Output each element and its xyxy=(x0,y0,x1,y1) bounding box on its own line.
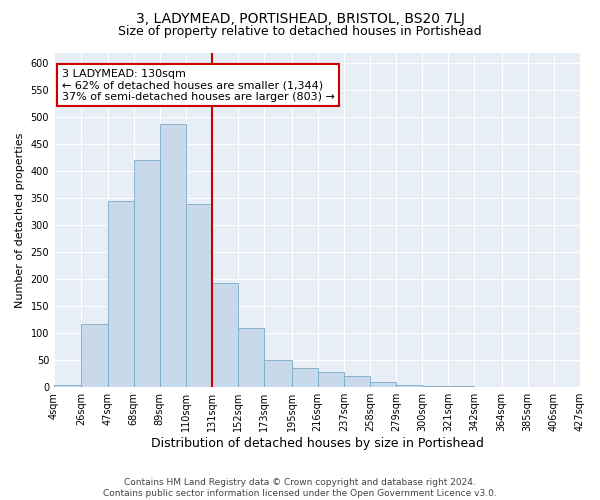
Text: Contains HM Land Registry data © Crown copyright and database right 2024.
Contai: Contains HM Land Registry data © Crown c… xyxy=(103,478,497,498)
Bar xyxy=(238,328,264,387)
Text: 3, LADYMEAD, PORTISHEAD, BRISTOL, BS20 7LJ: 3, LADYMEAD, PORTISHEAD, BRISTOL, BS20 7… xyxy=(136,12,464,26)
Text: 3 LADYMEAD: 130sqm
← 62% of detached houses are smaller (1,344)
37% of semi-deta: 3 LADYMEAD: 130sqm ← 62% of detached hou… xyxy=(62,68,334,102)
Bar xyxy=(317,372,344,387)
Bar xyxy=(134,160,160,387)
Bar xyxy=(370,382,396,387)
Bar xyxy=(344,376,370,387)
Bar xyxy=(475,386,502,387)
Bar xyxy=(160,124,186,387)
Bar xyxy=(292,368,317,387)
Bar xyxy=(82,324,107,387)
X-axis label: Distribution of detached houses by size in Portishead: Distribution of detached houses by size … xyxy=(151,437,484,450)
Bar xyxy=(54,384,82,387)
Bar xyxy=(107,201,134,387)
Bar xyxy=(422,386,448,387)
Bar xyxy=(502,386,528,387)
Bar xyxy=(554,386,580,387)
Y-axis label: Number of detached properties: Number of detached properties xyxy=(15,132,25,308)
Bar xyxy=(186,204,212,387)
Bar xyxy=(396,384,422,387)
Text: Size of property relative to detached houses in Portishead: Size of property relative to detached ho… xyxy=(118,25,482,38)
Bar xyxy=(264,360,292,387)
Bar xyxy=(528,386,554,387)
Bar xyxy=(448,386,475,387)
Bar xyxy=(212,283,238,387)
